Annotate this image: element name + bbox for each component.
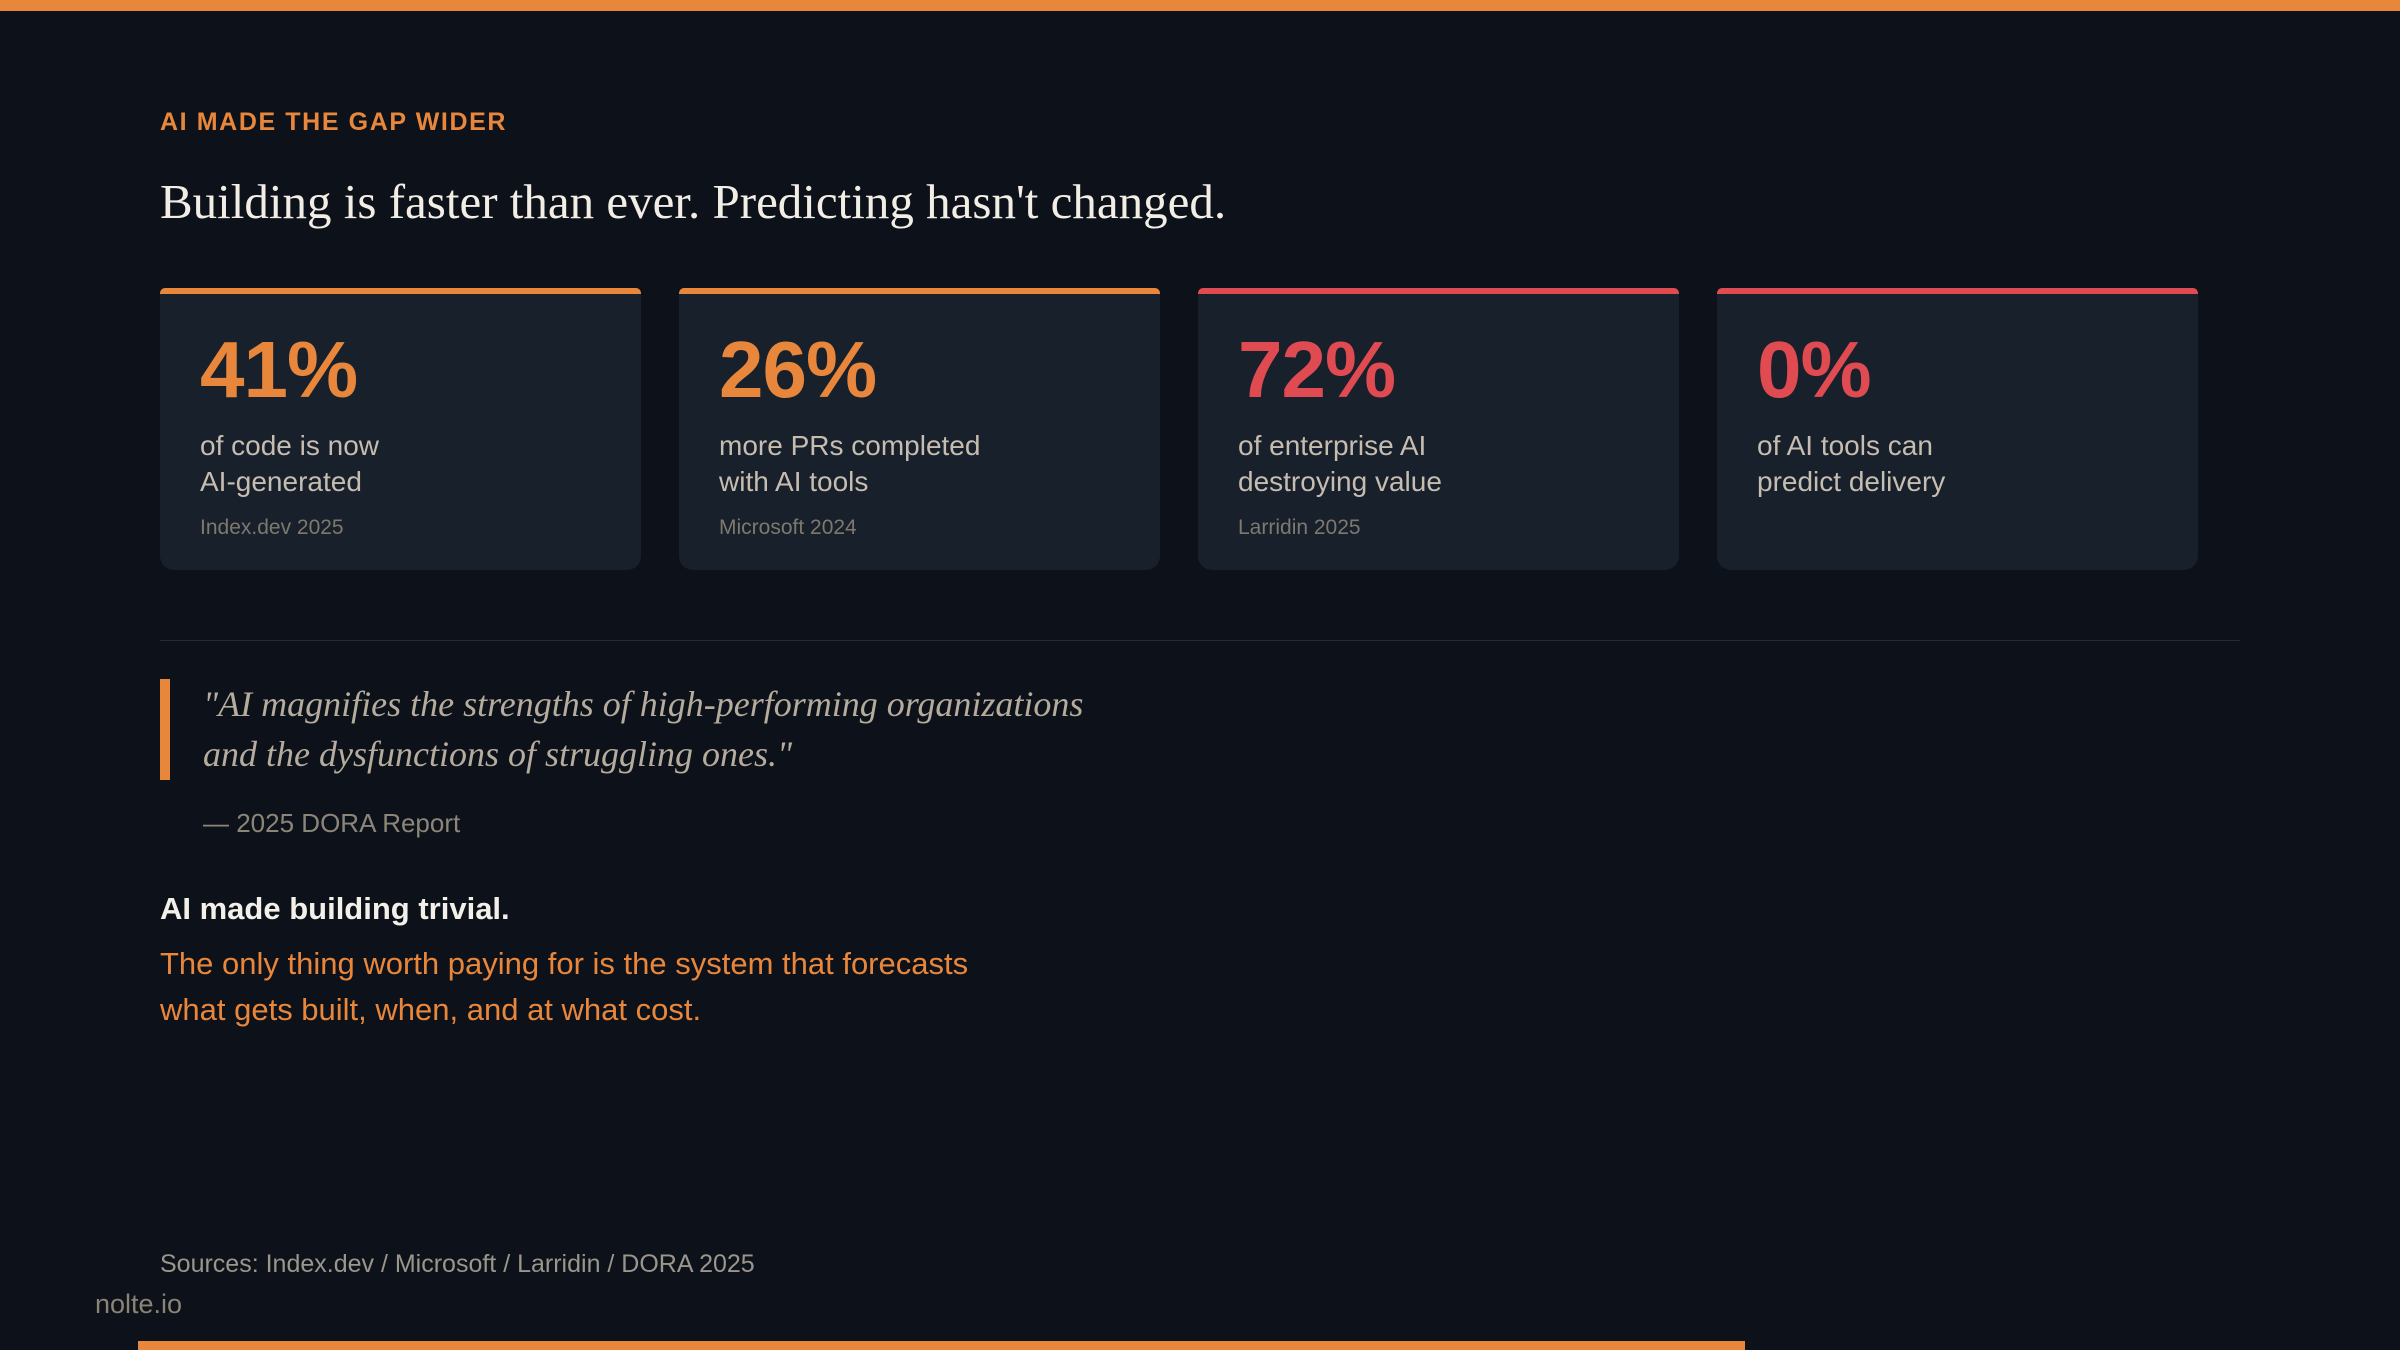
stat-card-prs-completed: 26% more PRs completed with AI tools Mic… bbox=[679, 288, 1160, 570]
stat-description-line: predict delivery bbox=[1757, 466, 1946, 498]
sources-footnote: Sources: Index.dev / Microsoft / Larridi… bbox=[160, 1250, 755, 1278]
stat-description: of enterprise AI destroying value bbox=[1238, 428, 1639, 501]
section-divider bbox=[160, 640, 2240, 641]
stat-description: of code is now AI-generated bbox=[200, 428, 601, 501]
stat-description-line: of code is now bbox=[200, 430, 379, 461]
stat-value: 72% bbox=[1238, 325, 1396, 414]
stat-description-line: destroying value bbox=[1238, 466, 1442, 498]
stat-value: 26% bbox=[719, 325, 877, 414]
stat-description-line: of AI tools can bbox=[1757, 430, 1933, 461]
stat-description-line: with AI tools bbox=[719, 466, 869, 498]
stat-value: 41% bbox=[200, 325, 358, 414]
takeaway-highlight: The only thing worth paying for is the s… bbox=[160, 941, 2240, 1033]
stat-value: 0% bbox=[1757, 325, 1872, 414]
slide-content: AI MADE THE GAP WIDER Building is faster… bbox=[160, 0, 2240, 1033]
eyebrow-label: AI MADE THE GAP WIDER bbox=[160, 108, 508, 136]
stat-description-line: more PRs completed bbox=[719, 430, 981, 461]
brand-watermark: nolte.io bbox=[95, 1289, 183, 1319]
bottom-accent-bar bbox=[138, 1341, 1745, 1350]
slide-title: Building is faster than ever. Predicting… bbox=[160, 174, 1227, 229]
stat-card-predict-delivery: 0% of AI tools can predict delivery bbox=[1717, 288, 2198, 570]
quote-line: "AI magnifies the strengths of high-perf… bbox=[203, 684, 1084, 724]
quote-line: and the dysfunctions of struggling ones.… bbox=[203, 734, 793, 775]
takeaway-highlight-line: The only thing worth paying for is the s… bbox=[160, 945, 969, 981]
takeaway-headline: AI made building trivial. bbox=[160, 890, 510, 926]
stat-source: Larridin 2025 bbox=[1238, 516, 1361, 539]
stat-cards-row: 41% of code is now AI-generated Index.de… bbox=[160, 288, 2240, 570]
stat-card-destroying-value: 72% of enterprise AI destroying value La… bbox=[1198, 288, 1679, 570]
stat-description: of AI tools can predict delivery bbox=[1757, 428, 2158, 501]
takeaway-highlight-line: what gets built, when, and at what cost. bbox=[160, 991, 702, 1027]
stat-description-line: AI-generated bbox=[200, 466, 362, 498]
stat-source: Microsoft 2024 bbox=[719, 516, 857, 539]
stat-source: Index.dev 2025 bbox=[200, 516, 344, 539]
quote-attribution: — 2025 DORA Report bbox=[203, 807, 461, 838]
dora-quote: "AI magnifies the strengths of high-perf… bbox=[160, 679, 2240, 780]
stat-description-line: of enterprise AI bbox=[1238, 430, 1427, 461]
top-accent-bar bbox=[0, 0, 2400, 11]
stat-card-code-generated: 41% of code is now AI-generated Index.de… bbox=[160, 288, 641, 570]
stat-description: more PRs completed with AI tools bbox=[719, 428, 1120, 501]
